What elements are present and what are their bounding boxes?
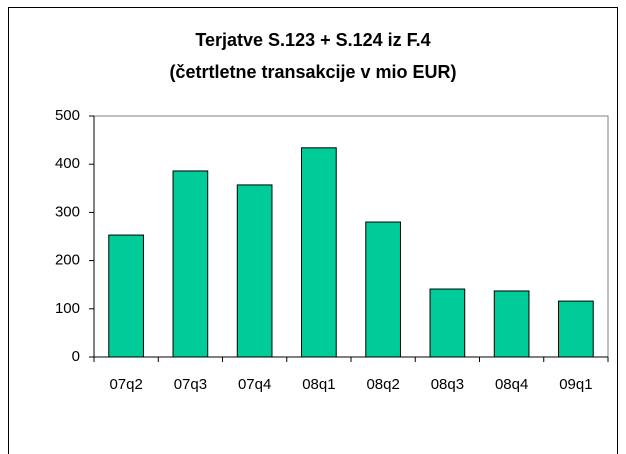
y-tick-label: 500 xyxy=(55,107,80,124)
x-tick-label: 09q1 xyxy=(559,376,592,393)
bar xyxy=(236,184,273,358)
bar xyxy=(429,288,466,358)
bar xyxy=(493,290,530,358)
bar xyxy=(365,221,401,358)
bar xyxy=(108,234,144,358)
bar xyxy=(172,170,209,358)
y-tick-label: 300 xyxy=(55,203,80,220)
bar xyxy=(301,147,337,358)
y-tick-label: 400 xyxy=(55,155,80,172)
y-tick-label: 200 xyxy=(55,252,80,269)
chart-title: Terjatve S.123 + S.124 iz F.4 xyxy=(195,30,430,50)
x-tick-label: 08q2 xyxy=(366,376,399,393)
chart-subtitle: (četrtletne transakcije v mio EUR) xyxy=(169,62,456,82)
bar xyxy=(558,300,594,358)
x-tick-label: 07q2 xyxy=(109,376,142,393)
x-tick-label: 07q3 xyxy=(174,376,207,393)
x-tick-label: 08q3 xyxy=(431,376,464,393)
y-tick-label: 100 xyxy=(55,300,80,317)
x-tick-label: 07q4 xyxy=(238,376,271,393)
y-tick-label: 0 xyxy=(72,348,80,365)
x-tick-label: 08q4 xyxy=(495,376,528,393)
x-tick-label: 08q1 xyxy=(302,376,335,393)
